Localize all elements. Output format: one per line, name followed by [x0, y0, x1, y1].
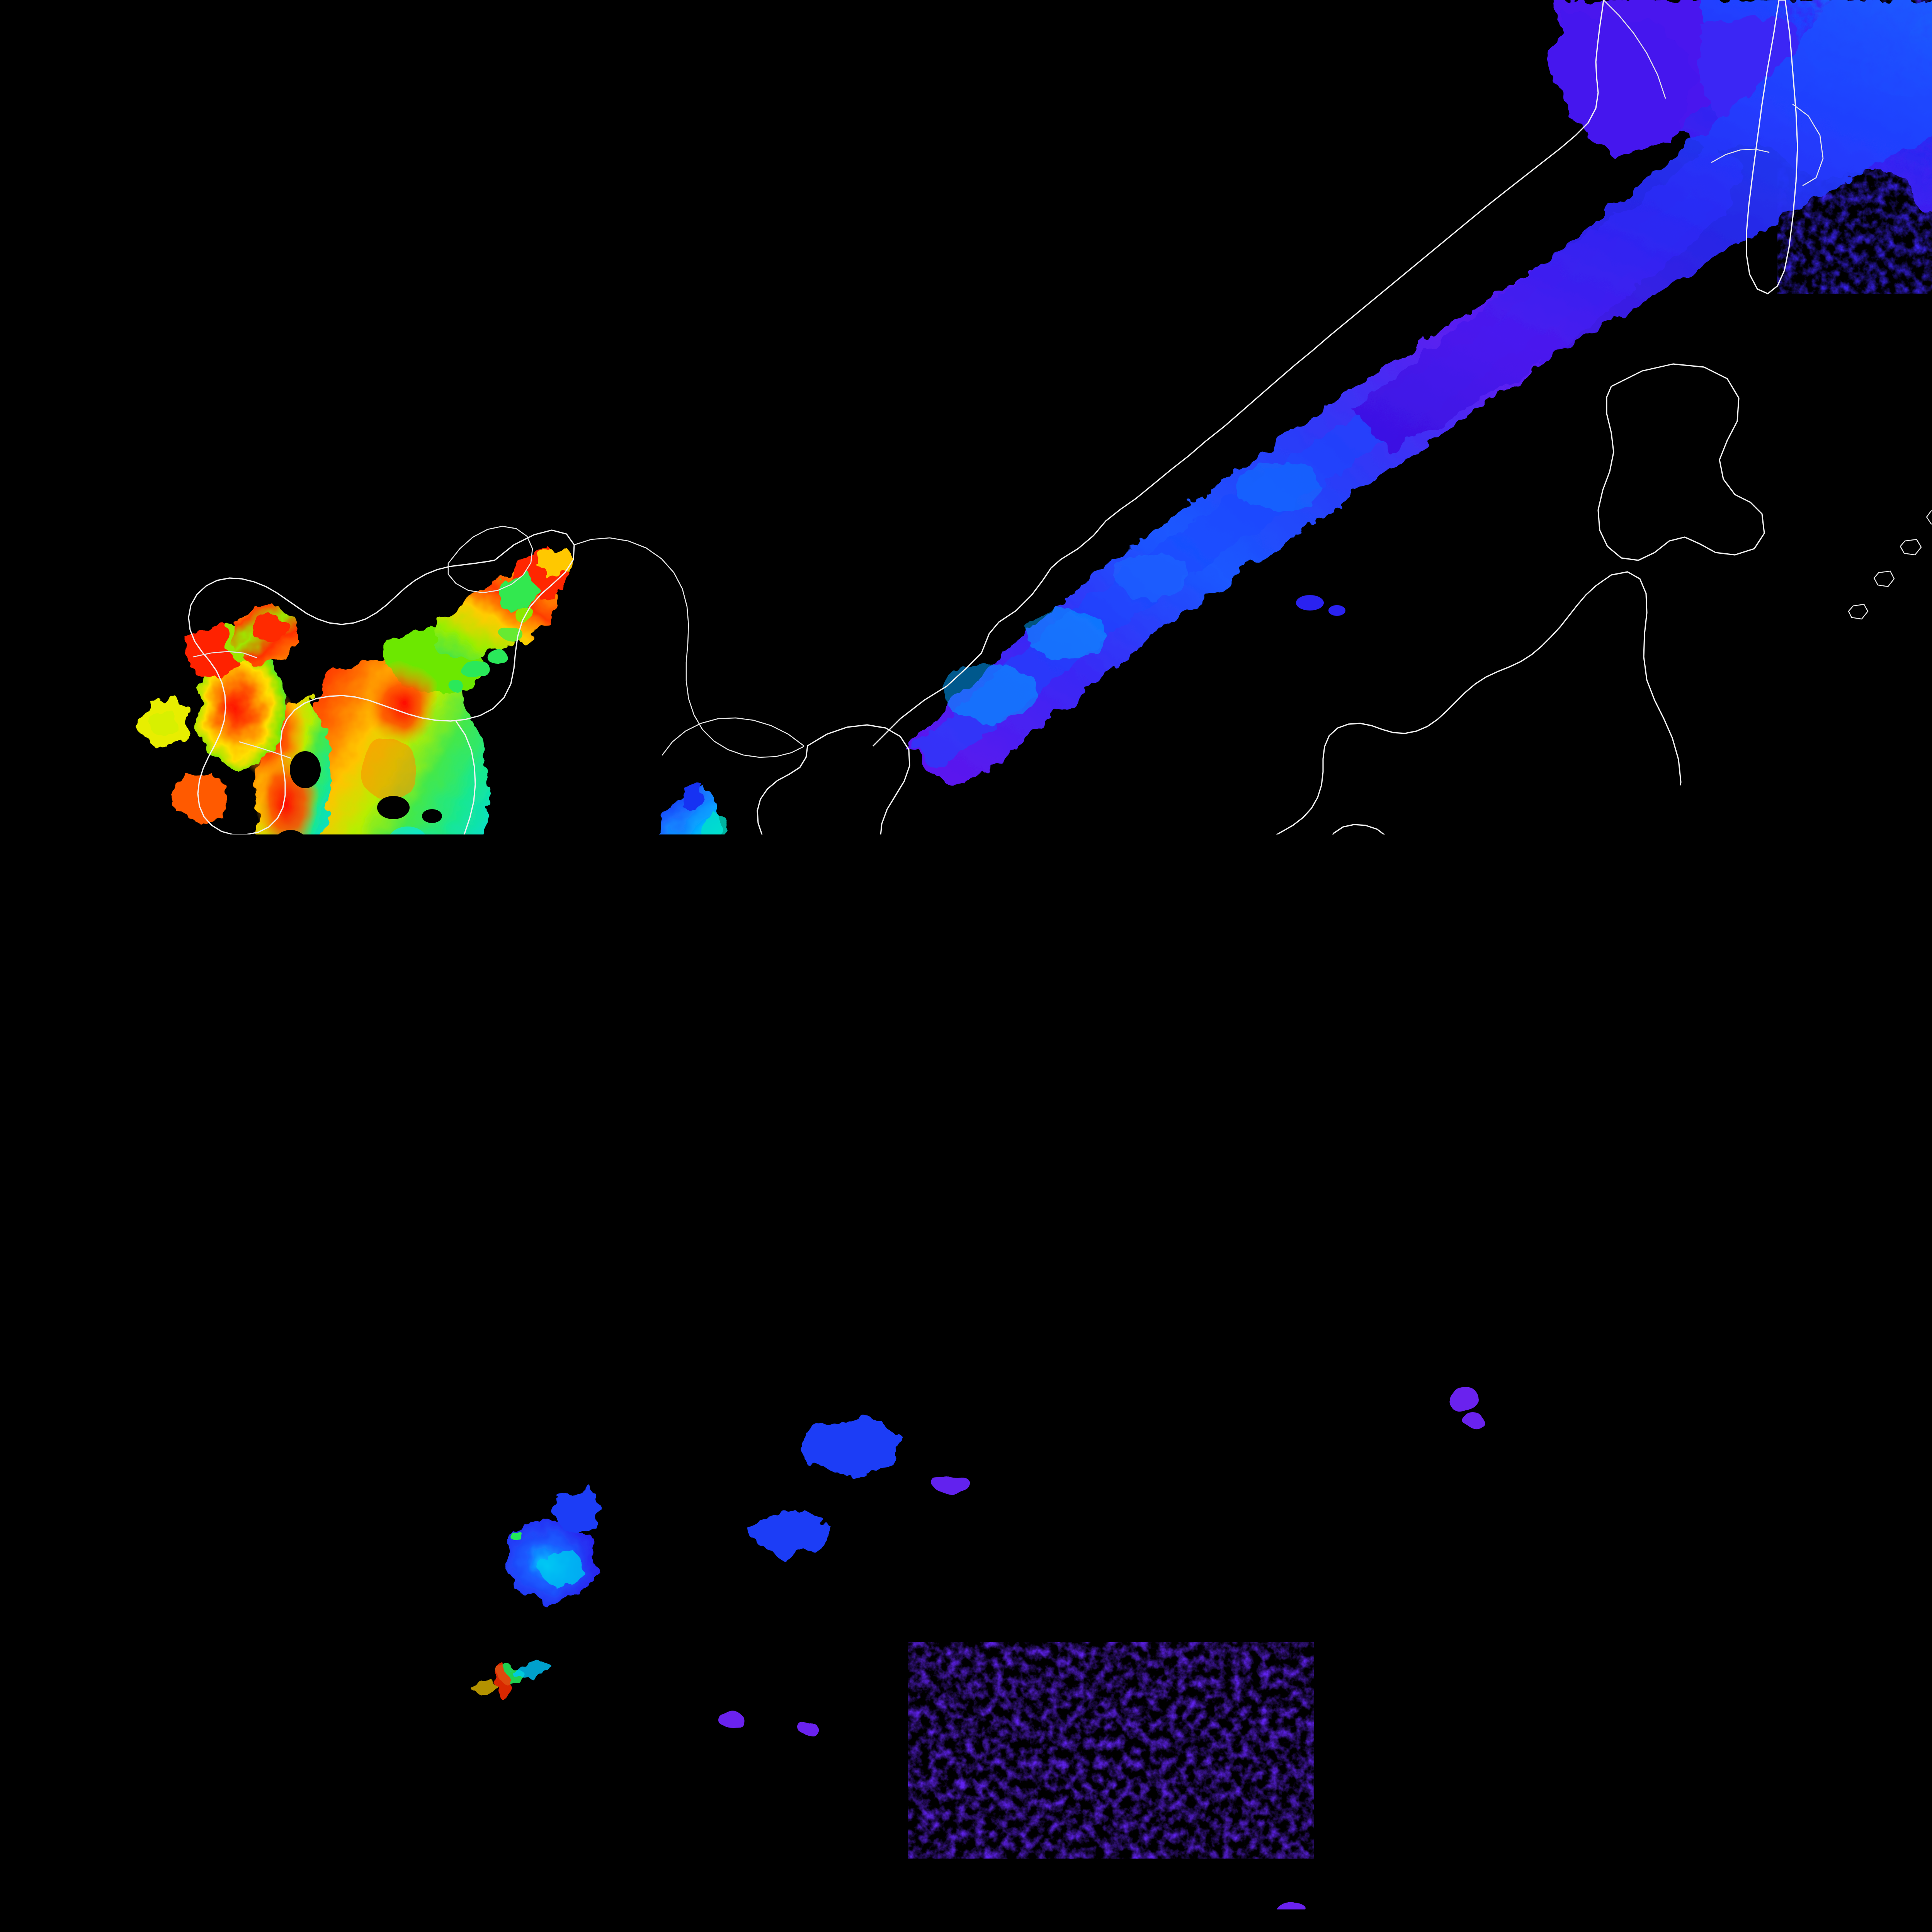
region-nw-pacific-speckle-north — [1430, 1113, 1932, 1511]
map-svg — [0, 0, 1932, 1932]
region-nw-pacific-speckle-south — [1499, 1565, 1932, 1932]
region-se-ryukyu-speckle — [541, 1866, 688, 1932]
bloom-cyan-eye — [381, 822, 462, 886]
ocean-color-map-canvas: Ocean Color Chlorophyll-a Concentration … — [0, 0, 1932, 1932]
region-ecs-speckle-field — [908, 1391, 1314, 1859]
